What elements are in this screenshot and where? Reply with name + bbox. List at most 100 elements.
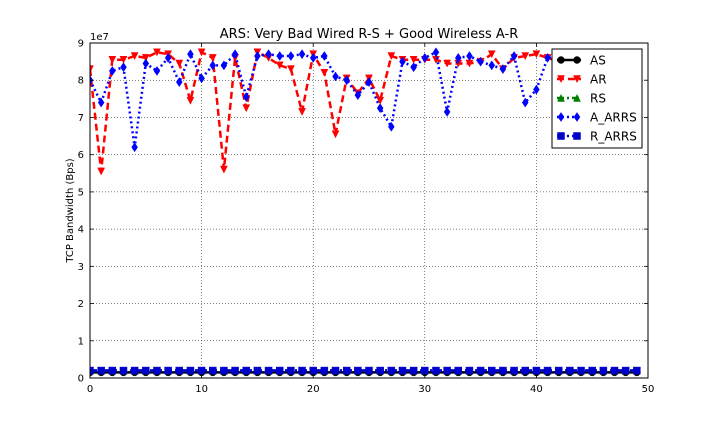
data-point-r-arrs [119, 366, 128, 375]
data-point-a-arrs [443, 106, 451, 117]
data-point-ar [220, 165, 228, 174]
data-point-r-arrs [253, 366, 262, 375]
data-point-ar [409, 56, 418, 64]
data-point-ar [175, 59, 184, 68]
data-point-r-arrs [331, 366, 340, 375]
data-point-ar [521, 52, 530, 61]
data-point-r-arrs [365, 366, 373, 375]
data-point-r-arrs [387, 366, 396, 375]
data-point-r-arrs [142, 366, 150, 375]
legend-marker-ar [573, 75, 581, 84]
x-tick-label: 10 [195, 384, 208, 395]
data-point-a-arrs [521, 97, 529, 108]
data-point-a-arrs [187, 49, 194, 60]
data-point-ar [487, 50, 496, 59]
legend-label-r-arrs: R_ARRS [590, 130, 637, 144]
chart-title: ARS: Very Bad Wired R-S + Good Wireless … [220, 27, 518, 42]
legend-label-ar: AR [590, 73, 607, 87]
data-point-ar [320, 69, 329, 77]
data-point-r-arrs [398, 366, 407, 375]
y-tick-label: 9 [78, 39, 84, 50]
data-point-r-arrs [320, 366, 329, 375]
data-point-r-arrs [175, 366, 184, 375]
data-point-a-arrs [321, 51, 328, 61]
data-point-r-arrs [510, 366, 518, 375]
data-point-a-arrs [287, 51, 295, 61]
data-point-a-arrs [153, 65, 161, 76]
grid [90, 43, 648, 378]
y-tick-label: 2 [78, 299, 84, 310]
y-tick-label: 0 [78, 374, 84, 385]
data-point-ar [119, 56, 128, 64]
data-point-a-arrs [109, 65, 116, 76]
data-point-r-arrs [242, 366, 250, 375]
data-point-a-arrs [175, 77, 183, 88]
legend-item-as: AS [557, 54, 606, 68]
data-point-a-arrs [533, 84, 540, 95]
data-point-a-arrs [466, 51, 473, 61]
series-r-arrs [90, 366, 641, 375]
legend-marker-as [573, 56, 581, 64]
data-point-r-arrs [633, 366, 641, 375]
x-tick-label: 50 [642, 384, 655, 395]
data-point-r-arrs [554, 366, 563, 375]
data-point-r-arrs [275, 366, 284, 375]
data-point-r-arrs [231, 366, 239, 375]
data-point-ar [141, 54, 150, 62]
legend-marker-a-arrs [557, 112, 565, 122]
data-point-a-arrs [298, 49, 306, 60]
y-tick-label: 5 [78, 187, 84, 198]
data-point-r-arrs [432, 366, 440, 375]
y-tick-label: 6 [78, 150, 84, 161]
data-point-ar [443, 59, 452, 68]
data-point-a-arrs [343, 75, 350, 86]
legend-item-r-arrs: R_ARRS [557, 130, 637, 144]
data-point-a-arrs [276, 51, 284, 61]
legend: AS AR RS A_ARRS R_ARRS [551, 48, 643, 149]
data-point-ar [532, 50, 541, 59]
data-point-a-arrs [499, 64, 507, 75]
data-point-ar [108, 56, 117, 64]
data-point-r-arrs [342, 366, 351, 375]
data-point-r-arrs [220, 366, 228, 375]
data-point-a-arrs [332, 71, 339, 82]
data-point-ar [242, 104, 251, 113]
data-point-a-arrs [309, 52, 317, 63]
data-point-a-arrs [242, 92, 250, 102]
data-point-a-arrs [432, 47, 440, 58]
data-point-a-arrs [265, 49, 272, 60]
legend-label-a-arrs: A_ARRS [590, 111, 637, 125]
data-point-r-arrs [610, 366, 619, 375]
data-point-a-arrs [354, 90, 362, 101]
data-point-ar [376, 96, 385, 105]
y-tick-label: 8 [78, 76, 84, 87]
data-point-a-arrs [220, 60, 228, 71]
legend-marker-rs [573, 93, 581, 102]
data-point-r-arrs [521, 366, 529, 375]
data-point-r-arrs [409, 366, 418, 375]
data-point-a-arrs [477, 56, 484, 67]
data-point-a-arrs [231, 49, 239, 60]
data-point-r-arrs [566, 366, 574, 375]
legend-marker-rs [557, 93, 565, 102]
series-line-a-arrs [90, 50, 637, 148]
series-group [90, 47, 641, 377]
data-point-a-arrs [399, 56, 406, 67]
data-point-ar [153, 48, 161, 57]
legend-item-rs: RS [557, 92, 606, 106]
y-tick-label: 4 [78, 225, 84, 236]
data-point-r-arrs [588, 366, 596, 375]
data-point-a-arrs [376, 103, 384, 114]
data-point-r-arrs [376, 366, 384, 375]
data-point-r-arrs [454, 366, 463, 375]
axis-ticks: 0 10 20 30 40 50 0 1 2 3 4 5 6 7 8 9 [78, 39, 655, 396]
data-point-ar [387, 52, 396, 61]
data-point-r-arrs [421, 366, 429, 375]
legend-marker-a-arrs [573, 112, 581, 122]
legend-marker-r-arrs [573, 132, 581, 140]
data-point-r-arrs [153, 366, 161, 375]
data-point-r-arrs [97, 366, 105, 375]
data-point-ar [186, 96, 195, 105]
y-offset-text: 1e7 [90, 32, 109, 43]
